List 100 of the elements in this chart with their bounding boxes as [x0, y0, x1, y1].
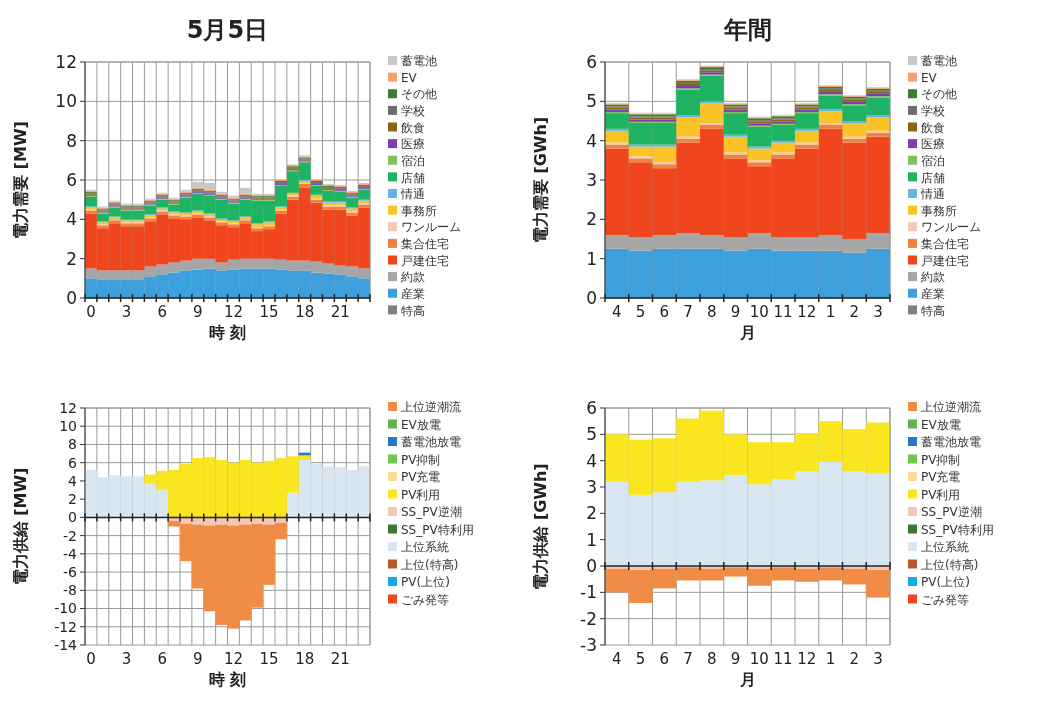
- legend-label: 情通: [920, 187, 945, 202]
- y-tick-label: 12: [55, 51, 77, 72]
- legend-label: 情通: [400, 187, 425, 202]
- x-tick-label: 21: [330, 650, 350, 668]
- legend-label: 上位(特高): [921, 557, 979, 572]
- legend-label: 集合住宅: [921, 237, 969, 252]
- x-tick-label: 7: [683, 650, 693, 668]
- x-tick-label: 9: [730, 650, 741, 668]
- x-axis-title: 月: [738, 323, 756, 342]
- legend-label: 蓄電池放電: [401, 435, 461, 450]
- y-tick-label: 3: [586, 476, 597, 497]
- legend-label: 医療: [401, 137, 425, 152]
- x-axis-title: 時 刻: [208, 323, 247, 342]
- legend-label: 上位系統: [921, 540, 969, 555]
- x-tick-label: 3: [121, 303, 132, 321]
- y-tick-label: 8: [66, 130, 77, 151]
- y-tick-label: -1: [580, 582, 597, 603]
- y-axis-title: 電力需要 [GWh]: [531, 116, 550, 244]
- x-tick-label: 1: [825, 650, 836, 668]
- y-tick-label: 3: [586, 169, 597, 190]
- y-tick-label: -8: [63, 582, 77, 599]
- legend-label: 事務所: [921, 203, 957, 218]
- legend-label: SS_PV逆潮: [921, 505, 982, 520]
- y-tick-label: 2: [586, 209, 597, 230]
- x-tick-label: 18: [295, 650, 315, 668]
- y-tick-label: 10: [55, 91, 77, 112]
- legend-label: 上位逆潮流: [921, 400, 981, 415]
- legend-label: PV利用: [921, 487, 961, 502]
- legend-label: PV充電: [401, 470, 441, 485]
- legend-label: 産業: [921, 286, 945, 301]
- legend-label: PV(上位): [401, 575, 450, 590]
- legend-label: 学校: [921, 104, 945, 119]
- legend-label: 約款: [401, 270, 425, 285]
- legend-label: 事務所: [401, 203, 437, 218]
- y-tick-label: 5: [586, 424, 597, 445]
- y-axis-title: 電力需要 [MW]: [11, 121, 30, 239]
- x-tick-label: 10: [749, 650, 769, 668]
- x-tick-label: 2: [849, 303, 860, 321]
- x-tick-label: 9: [193, 650, 203, 668]
- legend-label: SS_PV逆潮: [401, 505, 462, 520]
- legend-label: ごみ発等: [921, 592, 969, 607]
- x-tick-label: 12: [797, 650, 817, 668]
- x-tick-label: 6: [157, 650, 167, 668]
- legend-label: ワンルーム: [921, 220, 981, 235]
- legend-label: 宿泊: [401, 153, 425, 168]
- legend-label: SS_PV特利用: [921, 522, 994, 537]
- legend-label: 学校: [401, 104, 425, 119]
- y-tick-label: -12: [54, 618, 77, 635]
- legend-label: 宿泊: [921, 153, 945, 168]
- legend-label: 戸建住宅: [401, 253, 449, 268]
- legend-label: ワンルーム: [401, 220, 461, 235]
- x-tick-label: 7: [683, 303, 693, 321]
- x-tick-label: 12: [797, 303, 817, 321]
- x-tick-label: 0: [86, 303, 96, 321]
- x-tick-label: 3: [873, 650, 883, 668]
- x-tick-label: 0: [86, 650, 96, 668]
- y-tick-label: 12: [59, 399, 77, 416]
- x-tick-label: 2: [849, 650, 860, 668]
- y-tick-label: -3: [580, 634, 597, 655]
- legend-label: PV(上位): [921, 575, 970, 590]
- x-tick-label: 6: [659, 650, 670, 668]
- y-tick-label: 6: [586, 397, 597, 418]
- y-tick-label: 4: [68, 472, 78, 489]
- y-tick-label: 8: [68, 436, 77, 453]
- y-tick-label: -2: [580, 608, 597, 629]
- legend-label: 特高: [921, 303, 945, 318]
- legend-label: その他: [401, 87, 437, 102]
- legend-label: 飲食: [401, 120, 425, 135]
- x-tick-label: 9: [730, 303, 741, 321]
- x-axis-title: 月: [738, 670, 756, 689]
- x-tick-label: 8: [707, 303, 717, 321]
- x-tick-label: 6: [157, 303, 167, 321]
- legend-label: 上位逆潮流: [401, 400, 461, 415]
- y-tick-label: 2: [66, 248, 77, 269]
- y-tick-label: 10: [59, 418, 77, 435]
- x-tick-label: 11: [773, 650, 793, 668]
- legend-label: EV放電: [401, 417, 441, 432]
- legend-label: PV抑制: [401, 452, 441, 467]
- legend-label: EV: [401, 70, 418, 85]
- x-axis-title: 時 刻: [208, 670, 247, 689]
- legend-label: 上位系統: [401, 540, 449, 555]
- y-axis-title: 電力供給 [GWh]: [531, 463, 550, 590]
- x-tick-label: 8: [707, 650, 717, 668]
- x-tick-label: 15: [259, 650, 279, 668]
- y-tick-label: -6: [63, 563, 78, 580]
- x-tick-label: 3: [873, 303, 883, 321]
- y-tick-label: -10: [54, 600, 77, 617]
- y-tick-label: 1: [586, 529, 597, 550]
- x-tick-label: 3: [121, 650, 132, 668]
- y-tick-label: 6: [68, 454, 78, 471]
- y-tick-label: 1: [586, 248, 597, 269]
- legend-label: EV放電: [921, 417, 961, 432]
- legend-label: 蓄電池: [401, 54, 437, 69]
- legend-label: SS_PV特利用: [401, 522, 474, 537]
- legend-label: PV利用: [401, 487, 441, 502]
- chart-title: 5月5日: [186, 16, 269, 44]
- legend-label: 約款: [921, 270, 945, 285]
- legend-label: その他: [921, 87, 957, 102]
- x-tick-label: 4: [612, 303, 622, 321]
- x-tick-label: 4: [612, 650, 622, 668]
